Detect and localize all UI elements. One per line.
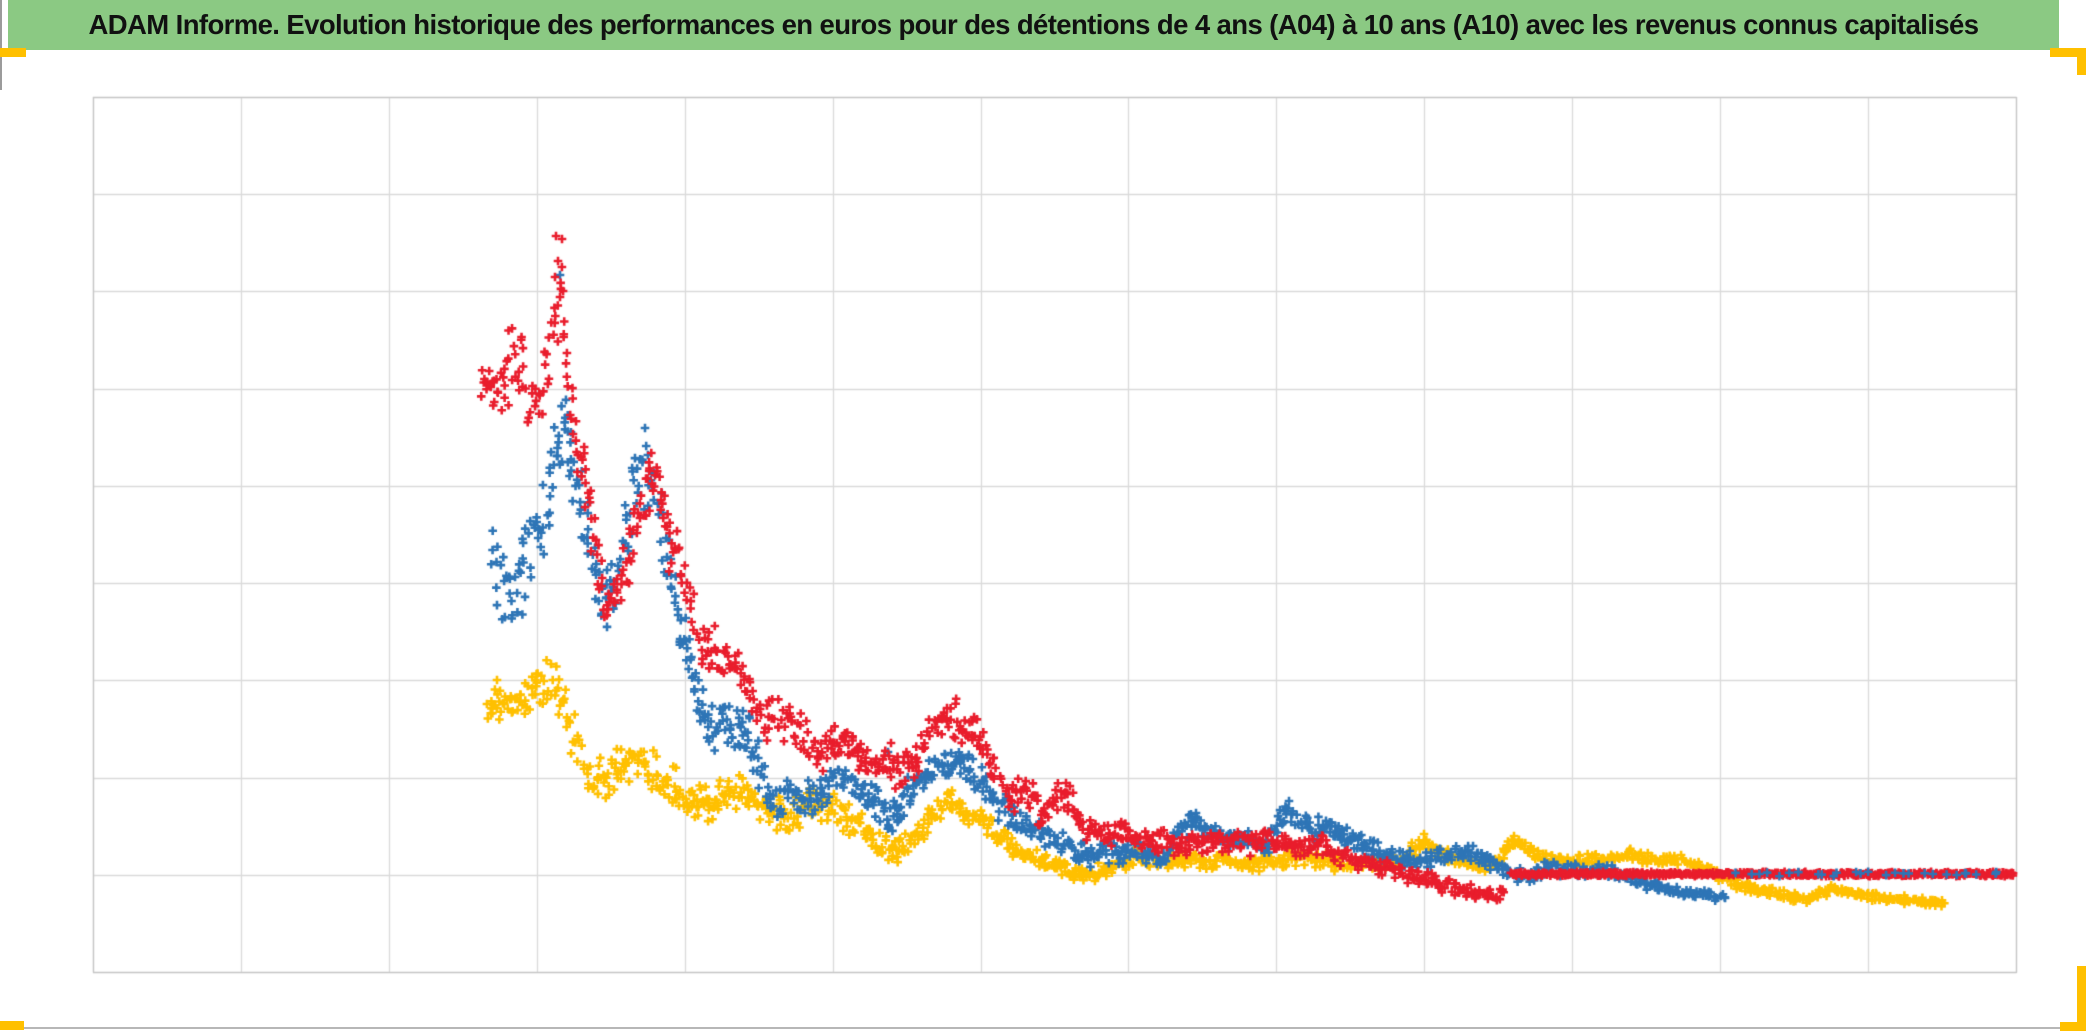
page-break-marker-top-right-vertical bbox=[2077, 48, 2086, 75]
page-break-marker-bottom-left bbox=[0, 1021, 24, 1030]
page-break-marker-bottom-right-horizontal bbox=[2060, 1022, 2086, 1031]
sheet-bottom-gridline bbox=[0, 1027, 2062, 1029]
page-break-marker-bottom-right-vertical bbox=[2077, 966, 2086, 1031]
chart-title-text: ADAM Informe. Evolution historique des p… bbox=[88, 9, 1979, 40]
window-left-edge bbox=[0, 0, 2, 90]
chart-title-cell[interactable]: ADAM Informe. Evolution historique des p… bbox=[8, 0, 2059, 50]
page-break-marker-top-right-horizontal bbox=[2050, 48, 2086, 57]
page-break-marker-top-left bbox=[0, 48, 26, 57]
